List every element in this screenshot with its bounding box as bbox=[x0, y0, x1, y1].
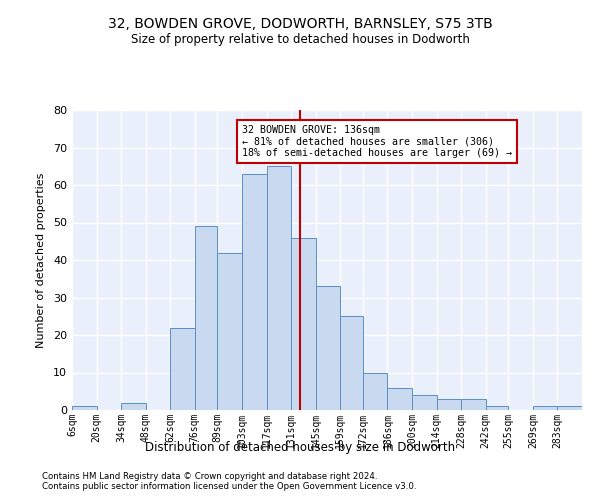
Bar bbox=[266, 166, 291, 410]
Bar bbox=[170, 328, 194, 410]
Text: 32, BOWDEN GROVE, DODWORTH, BARNSLEY, S75 3TB: 32, BOWDEN GROVE, DODWORTH, BARNSLEY, S7… bbox=[107, 18, 493, 32]
Bar bbox=[485, 406, 508, 410]
Bar bbox=[533, 406, 557, 410]
Bar bbox=[316, 286, 340, 410]
Bar bbox=[340, 316, 363, 410]
Text: Contains HM Land Registry data © Crown copyright and database right 2024.: Contains HM Land Registry data © Crown c… bbox=[42, 472, 377, 481]
Y-axis label: Number of detached properties: Number of detached properties bbox=[36, 172, 46, 348]
Bar bbox=[461, 399, 485, 410]
Bar bbox=[217, 252, 242, 410]
Bar bbox=[363, 372, 388, 410]
Text: Size of property relative to detached houses in Dodworth: Size of property relative to detached ho… bbox=[131, 32, 469, 46]
Bar bbox=[72, 406, 97, 410]
Text: Distribution of detached houses by size in Dodworth: Distribution of detached houses by size … bbox=[145, 441, 455, 454]
Bar bbox=[121, 402, 146, 410]
Bar bbox=[194, 226, 217, 410]
Bar bbox=[388, 388, 412, 410]
Text: 32 BOWDEN GROVE: 136sqm
← 81% of detached houses are smaller (306)
18% of semi-d: 32 BOWDEN GROVE: 136sqm ← 81% of detache… bbox=[242, 125, 512, 158]
Bar bbox=[437, 399, 461, 410]
Text: Contains public sector information licensed under the Open Government Licence v3: Contains public sector information licen… bbox=[42, 482, 416, 491]
Bar bbox=[412, 395, 437, 410]
Bar bbox=[557, 406, 582, 410]
Bar bbox=[242, 174, 266, 410]
Bar bbox=[291, 238, 316, 410]
